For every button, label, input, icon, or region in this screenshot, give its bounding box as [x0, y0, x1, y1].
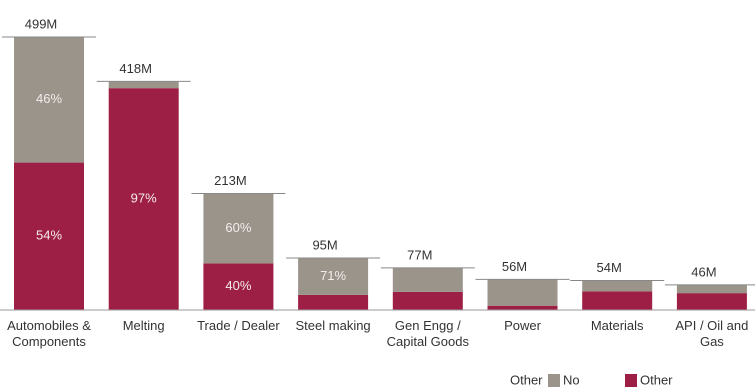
legend-prefix: Other	[510, 372, 543, 387]
bar-segment	[108, 81, 179, 89]
bar-segment	[203, 263, 274, 310]
bar-segment	[298, 258, 369, 295]
total-label: 95M	[312, 237, 337, 252]
legend-label: No	[563, 372, 580, 387]
total-label: 46M	[691, 264, 716, 279]
bar-segment	[298, 294, 369, 310]
total-label: 499M	[25, 16, 58, 31]
segment-label: 54%	[36, 228, 62, 243]
segment-label: 97%	[131, 191, 157, 206]
total-label: 54M	[597, 260, 622, 275]
bar-segment	[392, 291, 463, 310]
total-label: 77M	[407, 247, 432, 262]
x-tick-label: Automobiles & Components	[7, 318, 91, 349]
legend-swatch	[625, 374, 637, 387]
total-label: 418M	[119, 61, 152, 76]
bar-segment	[14, 162, 84, 310]
legend-swatch	[548, 374, 560, 387]
segment-label: 40%	[225, 278, 251, 293]
total-label: 56M	[502, 259, 527, 274]
x-tick-label: Trade / Dealer	[197, 318, 280, 333]
bar-segment	[582, 291, 653, 310]
x-tick-label: API / Oil and Gas	[675, 318, 749, 349]
bar-segment	[676, 284, 747, 294]
bar-segment	[487, 305, 558, 310]
bar-segment	[108, 88, 179, 310]
x-tick-label: Steel making	[295, 318, 371, 333]
total-label: 213M	[214, 173, 247, 188]
bar-segment	[582, 280, 653, 292]
x-tick-label: Power	[504, 318, 541, 333]
bar-segment	[392, 267, 463, 292]
bar-segment	[676, 293, 747, 310]
segment-label: 46%	[36, 91, 62, 106]
x-tick-label: Gen Engg / Capital Goods	[386, 318, 469, 349]
segment-label: 71%	[320, 268, 346, 283]
legend-label: Other	[640, 372, 673, 387]
x-tick-label: Materials	[590, 318, 644, 333]
bar-segment	[487, 279, 558, 306]
segment-label: 60%	[225, 220, 251, 235]
bar-segment	[14, 37, 84, 163]
x-tick-label: Melting	[122, 318, 165, 333]
bar-segment	[203, 193, 274, 264]
